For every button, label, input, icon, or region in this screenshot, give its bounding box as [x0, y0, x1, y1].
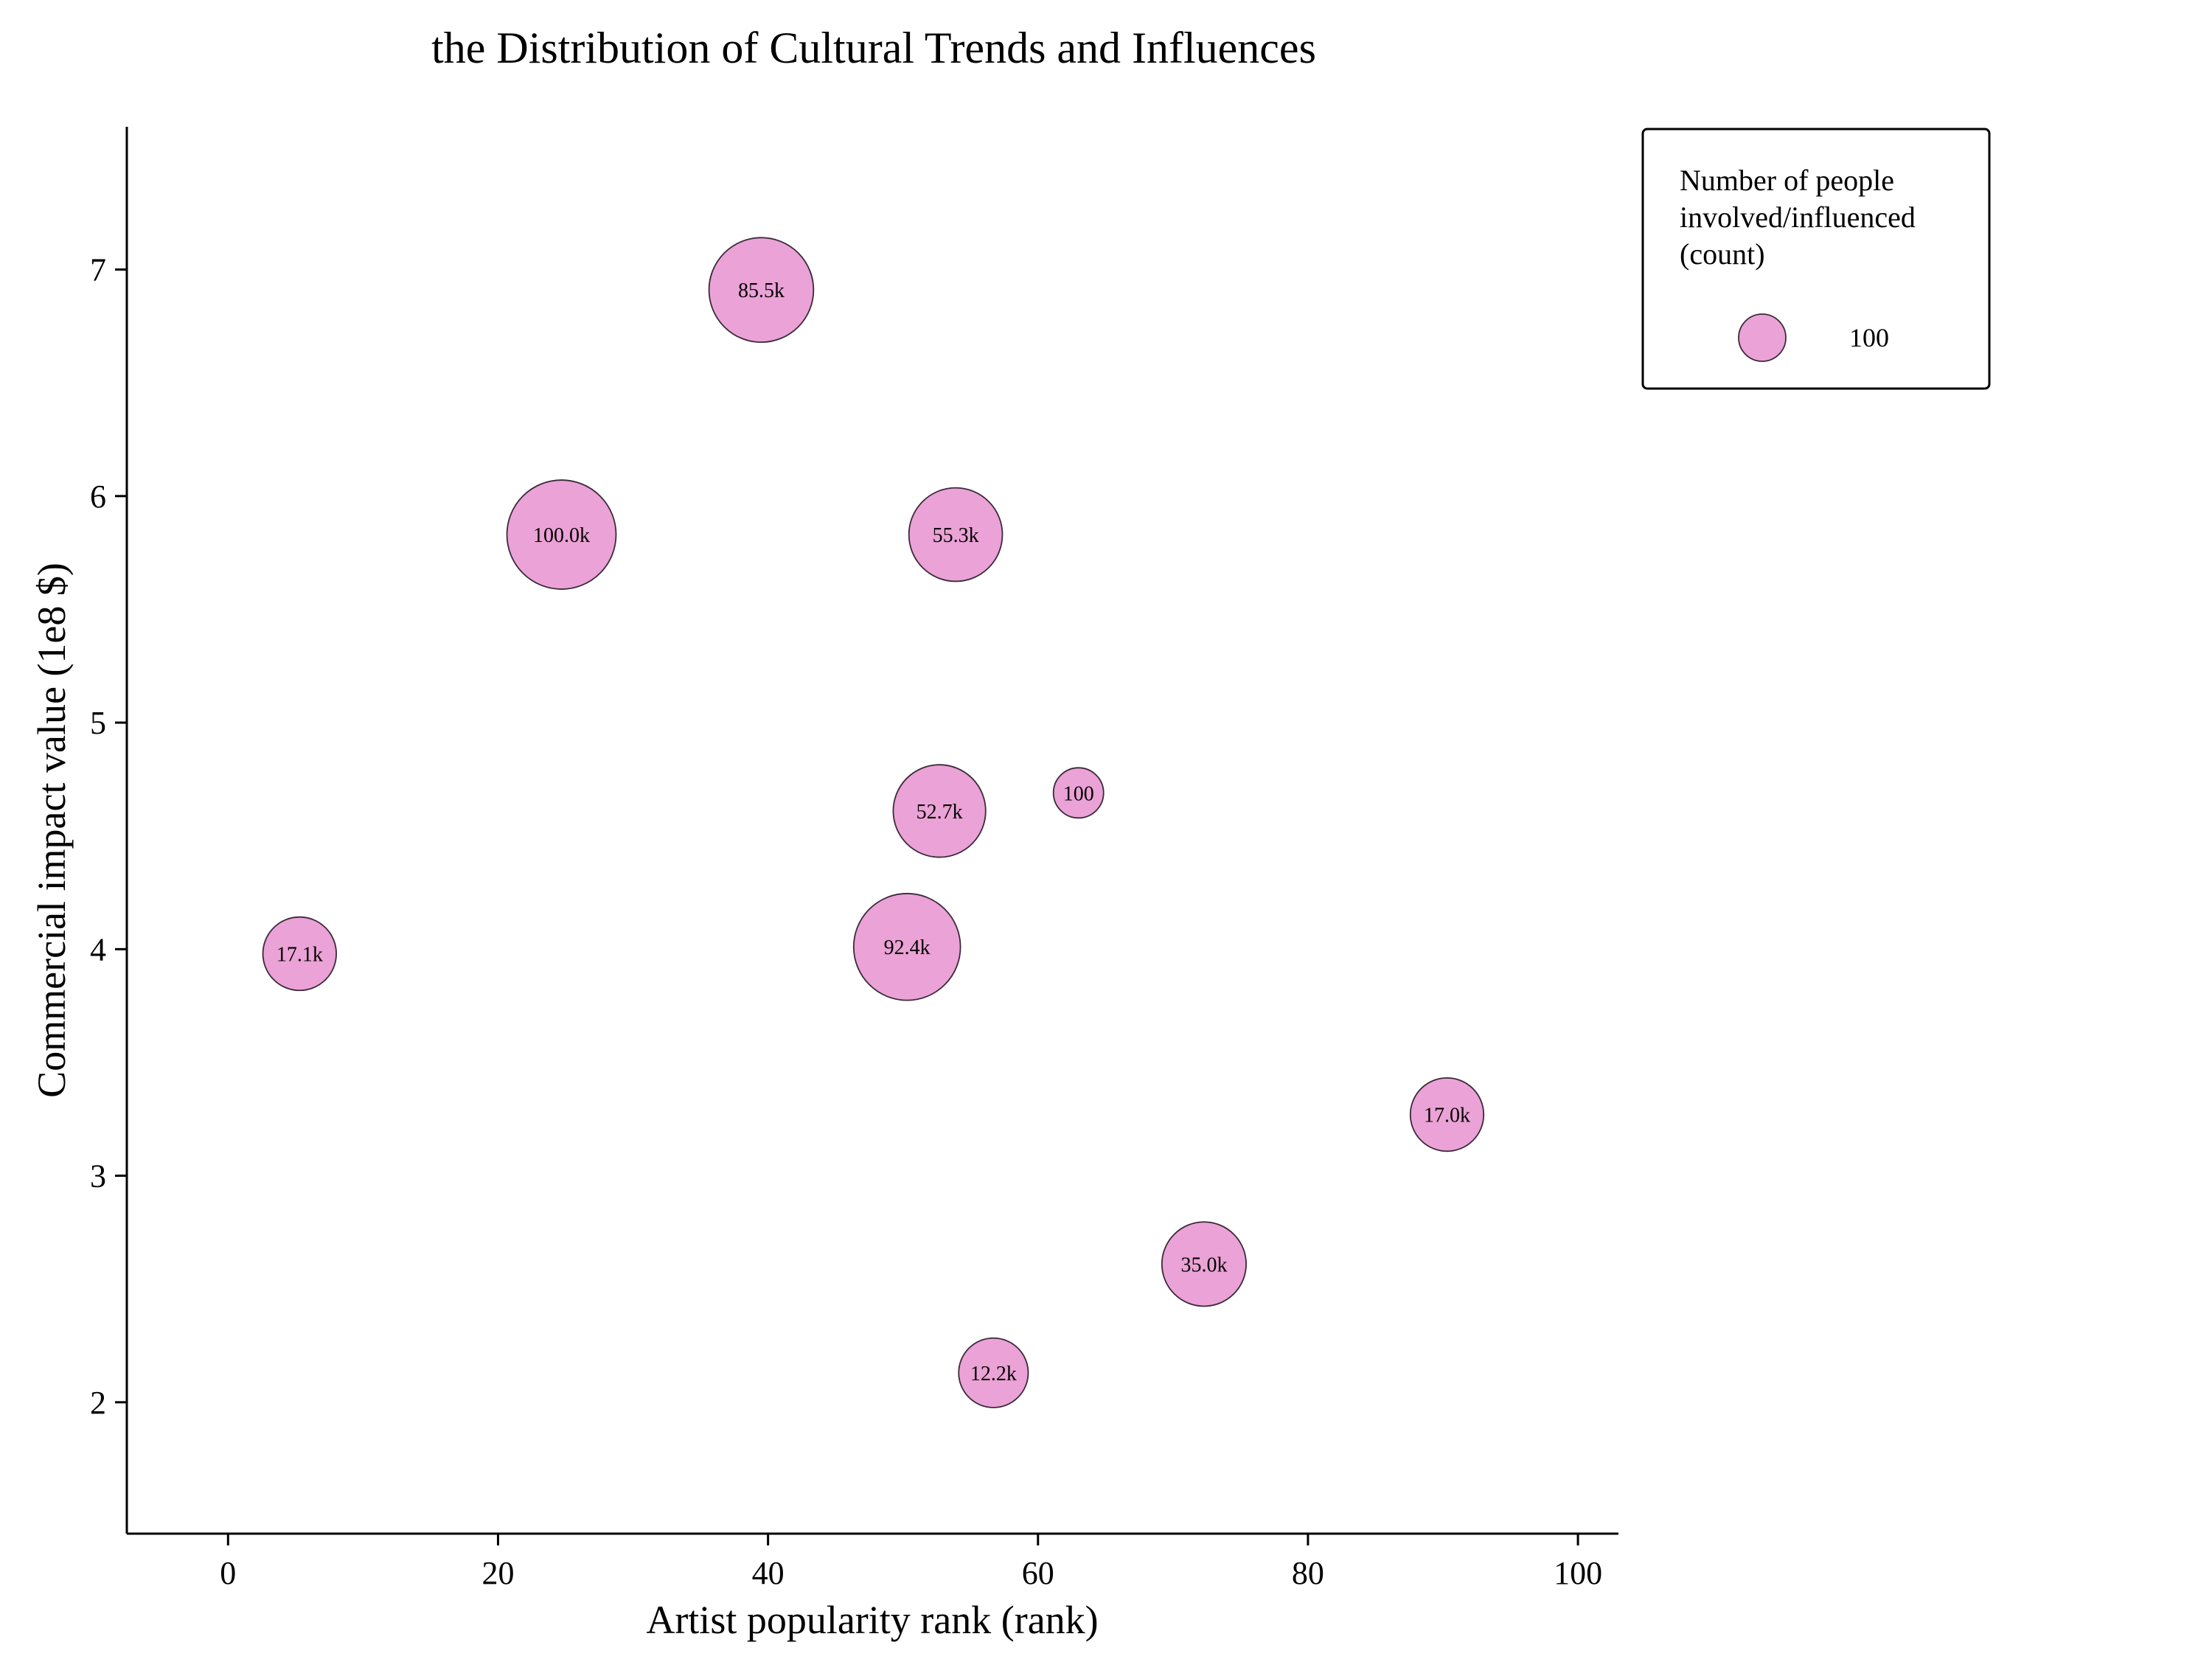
- legend: Number of people involved/influenced (co…: [1641, 128, 1991, 390]
- bubble-data-label: 100: [1063, 782, 1094, 805]
- bubble-data-label: 35.0k: [1180, 1253, 1227, 1276]
- y-tick-label: 3: [90, 1158, 106, 1194]
- legend-title-line-1: Number of people: [1680, 164, 1894, 197]
- x-tick-label: 20: [481, 1555, 514, 1591]
- y-tick-label: 7: [90, 252, 106, 288]
- y-axis-ticks: 2 3 4 5 6 7: [90, 252, 127, 1421]
- legend-title-line-2: involved/influenced: [1680, 201, 1916, 234]
- y-tick-label: 2: [90, 1385, 106, 1421]
- bubble-point: [958, 1337, 1029, 1408]
- legend-frame: [1641, 128, 1991, 390]
- x-tick-label: 0: [220, 1555, 236, 1591]
- plot-area: 100.0k 92.4k 85.5k 55.3k 52.7k 35.0k 17.1k 17.0…: [262, 237, 1485, 1408]
- bubble-point: [1161, 1221, 1247, 1307]
- bubble-data-label: 17.1k: [276, 943, 323, 966]
- y-tick-label: 5: [90, 705, 106, 741]
- bubble-point: [852, 892, 961, 1001]
- bubble-data-label: 52.7k: [917, 801, 963, 824]
- bubble-data-label: 12.2k: [970, 1363, 1017, 1385]
- y-tick-label: 6: [90, 479, 106, 515]
- bubble-data-label: 100.0k: [533, 524, 590, 547]
- bubble-point: [908, 487, 1004, 582]
- x-axis-ticks: 0 20 40 60 80 100: [220, 1534, 1602, 1591]
- bubble-data-label: 85.5k: [738, 279, 785, 302]
- y-tick-label: 4: [90, 931, 106, 967]
- bubble-point: [506, 479, 617, 590]
- bubble-data-label: 55.3k: [933, 524, 979, 547]
- legend-entry-label: 100: [1849, 323, 1889, 352]
- bubble-point: [892, 764, 987, 858]
- bubble-data-label: 17.0k: [1424, 1105, 1470, 1127]
- x-tick-label: 40: [752, 1555, 785, 1591]
- bubble-point: [1052, 767, 1105, 819]
- bubble-point: [708, 237, 815, 344]
- legend-bubble-marker: [1738, 313, 1787, 362]
- bubble-data-label: 92.4k: [884, 936, 931, 959]
- chart-title: the Distribution of Cultural Trends and …: [431, 24, 1316, 72]
- y-axis-label: Commercial impact value (1e8 $): [29, 563, 74, 1098]
- x-tick-label: 60: [1022, 1555, 1054, 1591]
- bubble-point: [1409, 1077, 1485, 1152]
- legend-title-line-3: (count): [1680, 237, 1765, 271]
- x-tick-label: 80: [1292, 1555, 1324, 1591]
- x-tick-label: 100: [1554, 1555, 1602, 1591]
- x-axis-label: Artist popularity rank (rank): [646, 1598, 1098, 1642]
- bubble-point: [262, 916, 338, 992]
